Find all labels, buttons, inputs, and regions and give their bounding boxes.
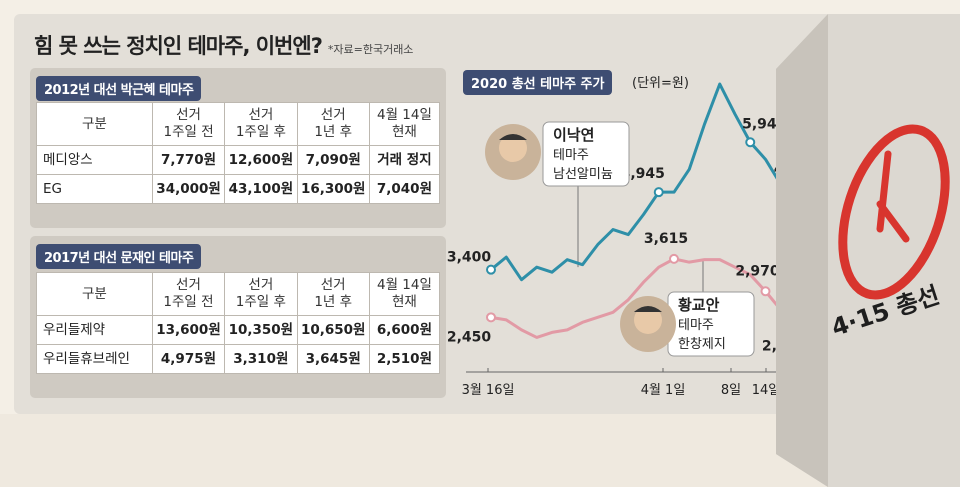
price-cell: 7,040원 — [368, 174, 441, 204]
hwang-callout-line: 한창제지 — [678, 337, 726, 352]
header-cell: 선거 1년 후 — [296, 272, 370, 316]
page-title: 힘 못 쓰는 정치인 테마주, 이번엔? *자료=한국거래소 — [34, 30, 413, 60]
price-cell: 2,510원 — [368, 344, 441, 374]
header-cell: 선거 1주일 전 — [151, 102, 226, 146]
table-header-row: 구분 선거 1주일 전 선거 1주일 후 선거 1년 후 4월 14일 현재 — [36, 102, 441, 146]
data-point — [653, 187, 664, 198]
table-row: 우리들휴브레인 4,975원 3,310원 3,645원 2,510원 — [36, 344, 441, 374]
table-2012: 구분 선거 1주일 전 선거 1주일 후 선거 1년 후 4월 14일 현재 메디앙스 7,770원… — [36, 102, 441, 204]
stock-name-cell: 우리들제약 — [36, 315, 153, 345]
source-note: *자료=한국거래소 — [327, 43, 414, 56]
series-hwang-line — [490, 257, 797, 339]
lee-callout-line: 테마주 — [553, 148, 589, 163]
table-2012-label: 2012년 대선 박근혜 테마주 — [36, 76, 202, 101]
price-cell: 13,600원 — [151, 315, 226, 345]
price-cell: 3,310원 — [224, 344, 298, 374]
box-edge — [776, 14, 828, 487]
data-point — [760, 286, 771, 297]
price-cell: 16,300원 — [296, 174, 370, 204]
price-cell: 4,975원 — [151, 344, 226, 374]
lee-hair-icon — [499, 134, 527, 140]
header-cell: 선거 1주일 후 — [224, 272, 298, 316]
ballot-stamp-mark — [876, 150, 910, 243]
lee-face-icon — [499, 134, 527, 162]
price-cell: 43,100원 — [224, 174, 298, 204]
hwang-callout-line: 황교안 — [678, 296, 720, 314]
table-row: 메디앙스 7,770원 12,600원 7,090원 거래 정지 — [36, 145, 441, 175]
election-box: 4·15 총선 — [776, 14, 960, 487]
data-point — [669, 253, 679, 264]
x-tick-label: 3월 16일 — [462, 383, 515, 398]
header-cell: 선거 1주일 전 — [151, 272, 226, 316]
stock-name-cell: 메디앙스 — [36, 145, 153, 175]
header-cell: 구분 — [36, 102, 153, 146]
hwang-callout-line: 테마주 — [678, 318, 714, 333]
data-label: 3,615 — [644, 231, 688, 247]
chart-title: 2020 총선 테마주 주가 — [463, 70, 613, 95]
data-label: 3,400 — [447, 250, 492, 266]
table-row: EG 34,000원 43,100원 16,300원 7,040원 — [36, 174, 441, 204]
lee-callout-line: 남선알미늄 — [553, 167, 613, 182]
data-label: 2,970 — [735, 263, 780, 279]
data-point — [486, 312, 496, 323]
stock-name-cell: EG — [36, 174, 153, 204]
chart-unit: (단위=원) — [632, 76, 689, 91]
ballot-stamp-icon — [838, 124, 950, 300]
lee-callout-line: 이낙연 — [553, 126, 594, 144]
table-row: 우리들제약 13,600원 10,350원 10,650원 6,600원 — [36, 315, 441, 345]
price-cell: 34,000원 — [151, 174, 226, 204]
x-tick-label: 8일 — [721, 383, 741, 398]
header-cell: 4월 14일 현재 — [368, 102, 441, 146]
table-header-row: 구분 선거 1주일 전 선거 1주일 후 선거 1년 후 4월 14일 현재 — [36, 272, 441, 316]
data-label: 2,450 — [447, 329, 492, 345]
data-label: 4,945 — [621, 166, 665, 182]
x-tick-label: 4월 1일 — [641, 383, 686, 398]
data-label: 5,940 — [742, 116, 787, 132]
box-front — [828, 14, 960, 487]
x-tick-label: 14일 — [752, 383, 781, 398]
header-cell: 4월 14일 현재 — [368, 272, 441, 316]
table-2017-label: 2017년 대선 문재인 테마주 — [36, 244, 202, 269]
header-cell: 선거 1주일 후 — [224, 102, 298, 146]
data-point — [745, 137, 756, 148]
price-cell: 3,645원 — [296, 344, 370, 374]
stock-name-cell: 우리들휴브레인 — [36, 344, 153, 374]
header-cell: 선거 1년 후 — [296, 102, 370, 146]
price-cell: 12,600원 — [224, 145, 298, 175]
hwang-hair-icon — [634, 306, 662, 312]
lee-callout-box — [542, 121, 630, 187]
data-point — [486, 264, 496, 275]
table-2017: 구분 선거 1주일 전 선거 1주일 후 선거 1년 후 4월 14일 현재 우리들제약 13,60… — [36, 272, 441, 374]
series-lee-line — [490, 82, 797, 282]
hwang-face-icon — [634, 306, 662, 334]
title-text: 힘 못 쓰는 정치인 테마주, 이번엔? — [34, 34, 323, 58]
